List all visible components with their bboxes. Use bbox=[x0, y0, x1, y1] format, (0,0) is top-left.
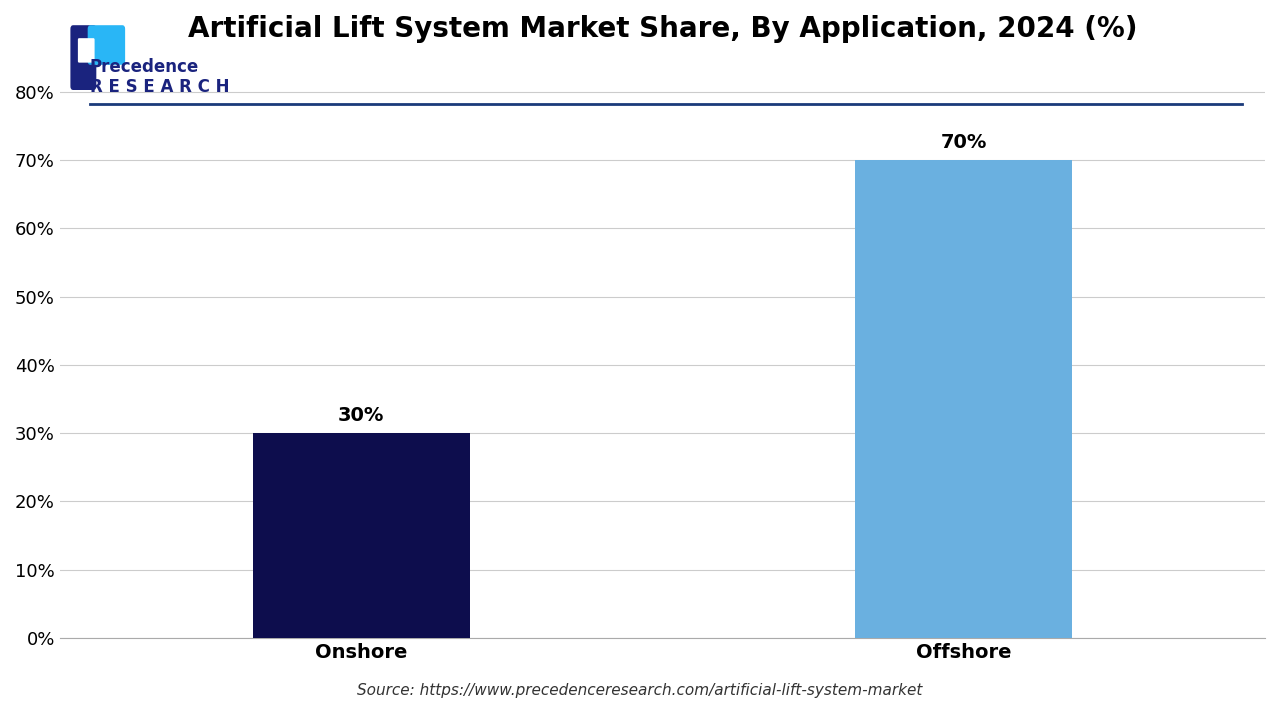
FancyBboxPatch shape bbox=[70, 25, 96, 90]
Text: Source: https://www.precedenceresearch.com/artificial-lift-system-market: Source: https://www.precedenceresearch.c… bbox=[357, 683, 923, 698]
FancyBboxPatch shape bbox=[78, 38, 95, 63]
Title: Artificial Lift System Market Share, By Application, 2024 (%): Artificial Lift System Market Share, By … bbox=[188, 15, 1137, 43]
Bar bbox=[252, 433, 470, 638]
Text: 30%: 30% bbox=[338, 406, 384, 425]
Text: Precedence
R E S E A R C H: Precedence R E S E A R C H bbox=[90, 58, 229, 96]
Text: 70%: 70% bbox=[941, 133, 987, 152]
Bar bbox=[855, 161, 1073, 638]
FancyBboxPatch shape bbox=[87, 25, 125, 65]
